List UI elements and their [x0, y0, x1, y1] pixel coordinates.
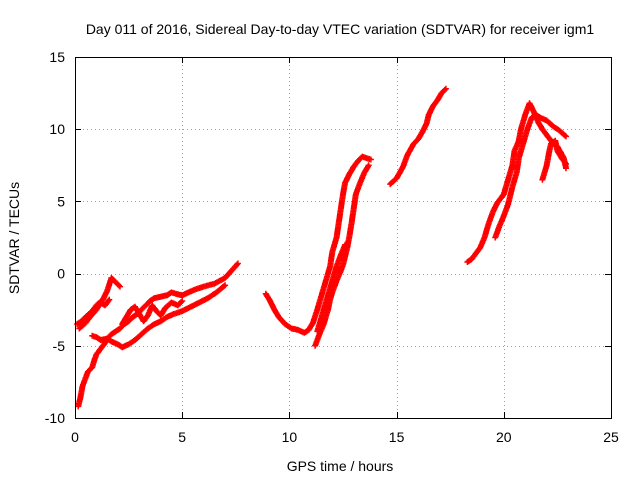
series-11: [492, 111, 569, 241]
y-tick-label: -5: [53, 338, 66, 354]
data-point: [342, 241, 349, 248]
series-4: [89, 282, 229, 351]
data-point: [561, 132, 568, 139]
data-point: [365, 162, 372, 169]
series-3: [75, 260, 241, 410]
data-point: [178, 299, 185, 306]
plot-frame: [75, 57, 612, 419]
x-tick-label: 20: [496, 429, 512, 445]
x-tick-label: 15: [389, 429, 405, 445]
data-point: [442, 85, 449, 92]
data-point: [367, 156, 374, 163]
series-7: [312, 162, 372, 349]
x-tick-label: 0: [71, 429, 79, 445]
y-axis-label: SDTVAR / TECUs: [6, 182, 22, 294]
y-tick-label: -10: [45, 410, 65, 426]
x-tick-label: 5: [178, 429, 186, 445]
x-tick-labels: 0 5 10 15 20 25: [71, 429, 619, 445]
data-point: [563, 160, 569, 167]
data-point: [562, 159, 569, 166]
data-point: [105, 297, 112, 304]
data-point: [563, 133, 569, 140]
x-tick-label: 10: [282, 429, 298, 445]
x-tick-label: 25: [603, 429, 619, 445]
series-2: [76, 296, 113, 332]
data-point: [441, 86, 448, 93]
data-point: [179, 298, 186, 304]
series-6: [262, 153, 374, 336]
y-tick-label: 0: [57, 266, 65, 282]
y-tick-label: 15: [49, 49, 65, 65]
y-tick-label: 10: [49, 121, 65, 137]
series-9: [387, 85, 449, 188]
data-point: [221, 283, 227, 290]
y-tick-label: 5: [57, 193, 65, 209]
series-8: [314, 241, 349, 335]
chart-title: Day 011 of 2016, Sidereal Day-to-day VTE…: [86, 21, 595, 37]
x-axis-label: GPS time / hours: [287, 458, 394, 474]
data-point: [234, 260, 241, 267]
data-point: [234, 261, 240, 268]
series-5: [119, 298, 186, 328]
data-points: [74, 85, 569, 410]
series-1: [74, 274, 123, 328]
data-point: [222, 282, 229, 289]
series-12: [539, 137, 569, 183]
axis-ticks: [75, 57, 612, 419]
data-point: [106, 296, 113, 303]
y-tick-labels: -10 -5 0 5 10 15: [45, 49, 65, 426]
data-point: [116, 282, 122, 289]
data-point: [117, 283, 123, 290]
